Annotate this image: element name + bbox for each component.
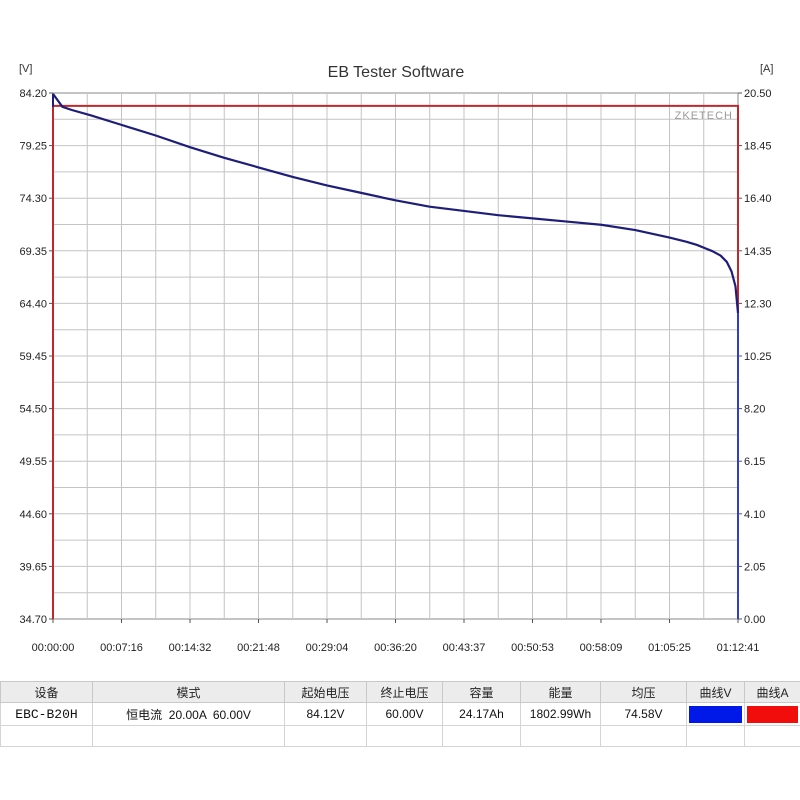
cell-start-voltage: 84.12V <box>284 702 367 726</box>
chart-title: EB Tester Software <box>328 64 465 81</box>
empty-cell <box>0 725 93 747</box>
y-right-tick-label: 12.30 <box>744 298 772 310</box>
x-tick-label: 01:05:25 <box>648 642 691 654</box>
y-right-tick-label: 18.45 <box>744 141 772 153</box>
x-tick-label: 00:07:16 <box>100 642 143 654</box>
empty-cell <box>744 725 800 747</box>
y-right-tick-label: 4.10 <box>744 509 765 521</box>
empty-cell <box>686 725 745 747</box>
cell-capacity: 24.17Ah <box>442 702 521 726</box>
grid <box>52 92 739 620</box>
x-tick-label: 00:36:20 <box>374 642 417 654</box>
y-right-tick-label: 16.40 <box>744 193 772 205</box>
table-header-row: 设备 模式 起始电压 终止电压 容量 能量 均压 曲线V 曲线A <box>0 681 800 703</box>
empty-cell <box>442 725 521 747</box>
y-left-tick-label: 34.70 <box>19 614 47 626</box>
x-tick-label: 01:12:41 <box>717 642 760 654</box>
y-right-tick-label: 20.50 <box>744 88 772 100</box>
voltage-series-line <box>52 93 740 314</box>
cell-end-voltage: 60.00V <box>366 702 443 726</box>
x-tick-label: 00:14:32 <box>169 642 212 654</box>
discharge-chart: EB Tester Software [V] [A] 00:00:00 00:07… <box>19 63 773 654</box>
x-tick-label: 00:29:04 <box>306 642 349 654</box>
header-avg-voltage: 均压 <box>600 681 687 703</box>
results-table: 设备 模式 起始电压 终止电压 容量 能量 均压 曲线V 曲线A EBC-B20… <box>0 681 800 747</box>
y-left-tick-label: 39.65 <box>19 561 47 573</box>
y-left-tick-label: 84.20 <box>19 88 47 100</box>
cell-avg-voltage: 74.58V <box>600 702 687 726</box>
x-tick-label: 00:50:53 <box>511 642 554 654</box>
header-curve-v: 曲线V <box>686 681 745 703</box>
y-right-tick-label: 6.15 <box>744 456 765 468</box>
header-start-voltage: 起始电压 <box>284 681 367 703</box>
y-right-tick-label: 10.25 <box>744 351 772 363</box>
y-right-tick-label: 14.35 <box>744 246 772 258</box>
test-info-table: 设备 模式 起始电压 终止电压 容量 能量 均压 曲线V 曲线A EBC-B20… <box>0 681 800 749</box>
y-left-tick-label: 49.55 <box>19 456 47 468</box>
y-left-tick-label: 59.45 <box>19 351 47 363</box>
header-device: 设备 <box>0 681 93 703</box>
series-layer <box>52 93 740 619</box>
x-tick-label: 00:43:37 <box>443 642 486 654</box>
cell-energy: 1802.99Wh <box>520 702 601 726</box>
y-right-tick-label: 8.20 <box>744 404 765 416</box>
empty-cell <box>284 725 367 747</box>
cell-device: EBC-B20H <box>0 702 93 726</box>
y-left-tick-label: 79.25 <box>19 141 47 153</box>
chart-area: EB Tester Software [V] [A] 00:00:00 00:07… <box>19 63 773 654</box>
empty-cell <box>600 725 687 747</box>
empty-cell <box>92 725 285 747</box>
header-mode: 模式 <box>92 681 285 703</box>
header-capacity: 容量 <box>442 681 521 703</box>
right-axis-unit: [A] <box>760 63 773 75</box>
header-curve-a: 曲线A <box>744 681 800 703</box>
table-row-empty <box>0 725 800 747</box>
y-left-tick-label: 54.50 <box>19 404 47 416</box>
y-right-tick-label: 0.00 <box>744 614 765 626</box>
header-energy: 能量 <box>520 681 601 703</box>
header-end-voltage: 终止电压 <box>366 681 443 703</box>
empty-cell <box>520 725 601 747</box>
empty-cell <box>366 725 443 747</box>
axis-ticks: 00:00:00 00:07:16 00:14:32 00:21:48 00:29:04… <box>19 88 771 654</box>
y-right-tick-label: 2.05 <box>744 561 765 573</box>
x-tick-label: 00:00:00 <box>32 642 75 654</box>
y-left-tick-label: 64.40 <box>19 298 47 310</box>
curve-a-color-swatch[interactable] <box>747 705 798 723</box>
cell-curve-a[interactable] <box>744 702 800 726</box>
watermark-text: ZKETECH <box>675 110 733 122</box>
left-axis-unit: [V] <box>19 63 32 75</box>
y-left-tick-label: 74.30 <box>19 193 47 205</box>
cell-curve-v[interactable] <box>686 702 745 726</box>
cell-mode: 恒电流 20.00A 60.00V <box>92 702 285 726</box>
x-tick-label: 00:21:48 <box>237 642 280 654</box>
y-left-tick-label: 44.60 <box>19 509 47 521</box>
table-row[interactable]: EBC-B20H 恒电流 20.00A 60.00V 84.12V 60.00V… <box>0 702 800 726</box>
curve-v-color-swatch[interactable] <box>689 705 742 723</box>
y-left-tick-label: 69.35 <box>19 246 47 258</box>
x-tick-label: 00:58:09 <box>580 642 623 654</box>
